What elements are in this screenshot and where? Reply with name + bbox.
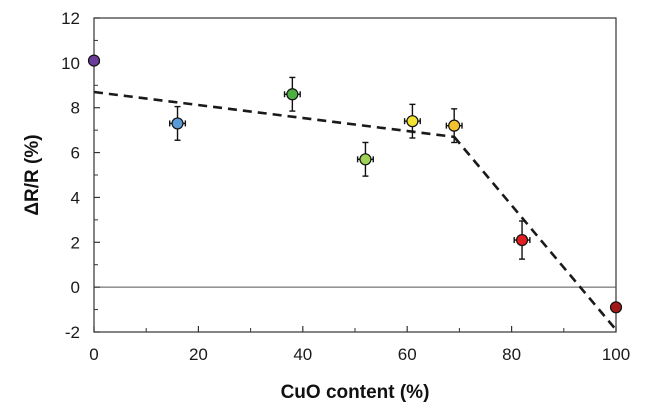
- data-point: [286, 88, 299, 101]
- x-tick-label: 20: [189, 345, 208, 364]
- x-tick-label: 100: [602, 345, 630, 364]
- data-point-group: [513, 220, 531, 260]
- data-point-group: [168, 105, 187, 141]
- data-point-group: [283, 76, 301, 112]
- y-tick-label: 8: [71, 99, 80, 118]
- data-point-group: [609, 301, 623, 314]
- data-point: [87, 54, 101, 67]
- y-tick-label: 0: [71, 278, 80, 297]
- y-tick-label: 10: [61, 54, 80, 73]
- x-tick-label: 40: [293, 345, 312, 364]
- x-tick-label: 0: [89, 345, 98, 364]
- data-point-group: [356, 141, 374, 177]
- x-axis-title: CuO content (%): [281, 382, 430, 403]
- data-point: [359, 153, 372, 166]
- y-tick-label: 6: [71, 144, 80, 163]
- data-point: [515, 233, 529, 247]
- data-point: [406, 115, 419, 128]
- x-tick-label: 80: [502, 345, 521, 364]
- data-point-group: [445, 108, 463, 144]
- y-axis-title: ΔR/R (%): [22, 134, 43, 215]
- y-tick-label: -2: [65, 323, 80, 342]
- y-tick-label: 2: [71, 233, 80, 252]
- data-point: [609, 301, 623, 314]
- y-tick-label: 4: [71, 188, 80, 207]
- fit-line: [453, 136, 617, 331]
- fit-line: [93, 90, 455, 139]
- data-point: [448, 119, 461, 132]
- y-tick-label: 12: [61, 9, 80, 28]
- data-point: [171, 117, 184, 130]
- data-point-group: [403, 103, 421, 139]
- data-point-group: [87, 54, 101, 67]
- plot-area-frame: [93, 17, 617, 333]
- x-tick-label: 60: [398, 345, 417, 364]
